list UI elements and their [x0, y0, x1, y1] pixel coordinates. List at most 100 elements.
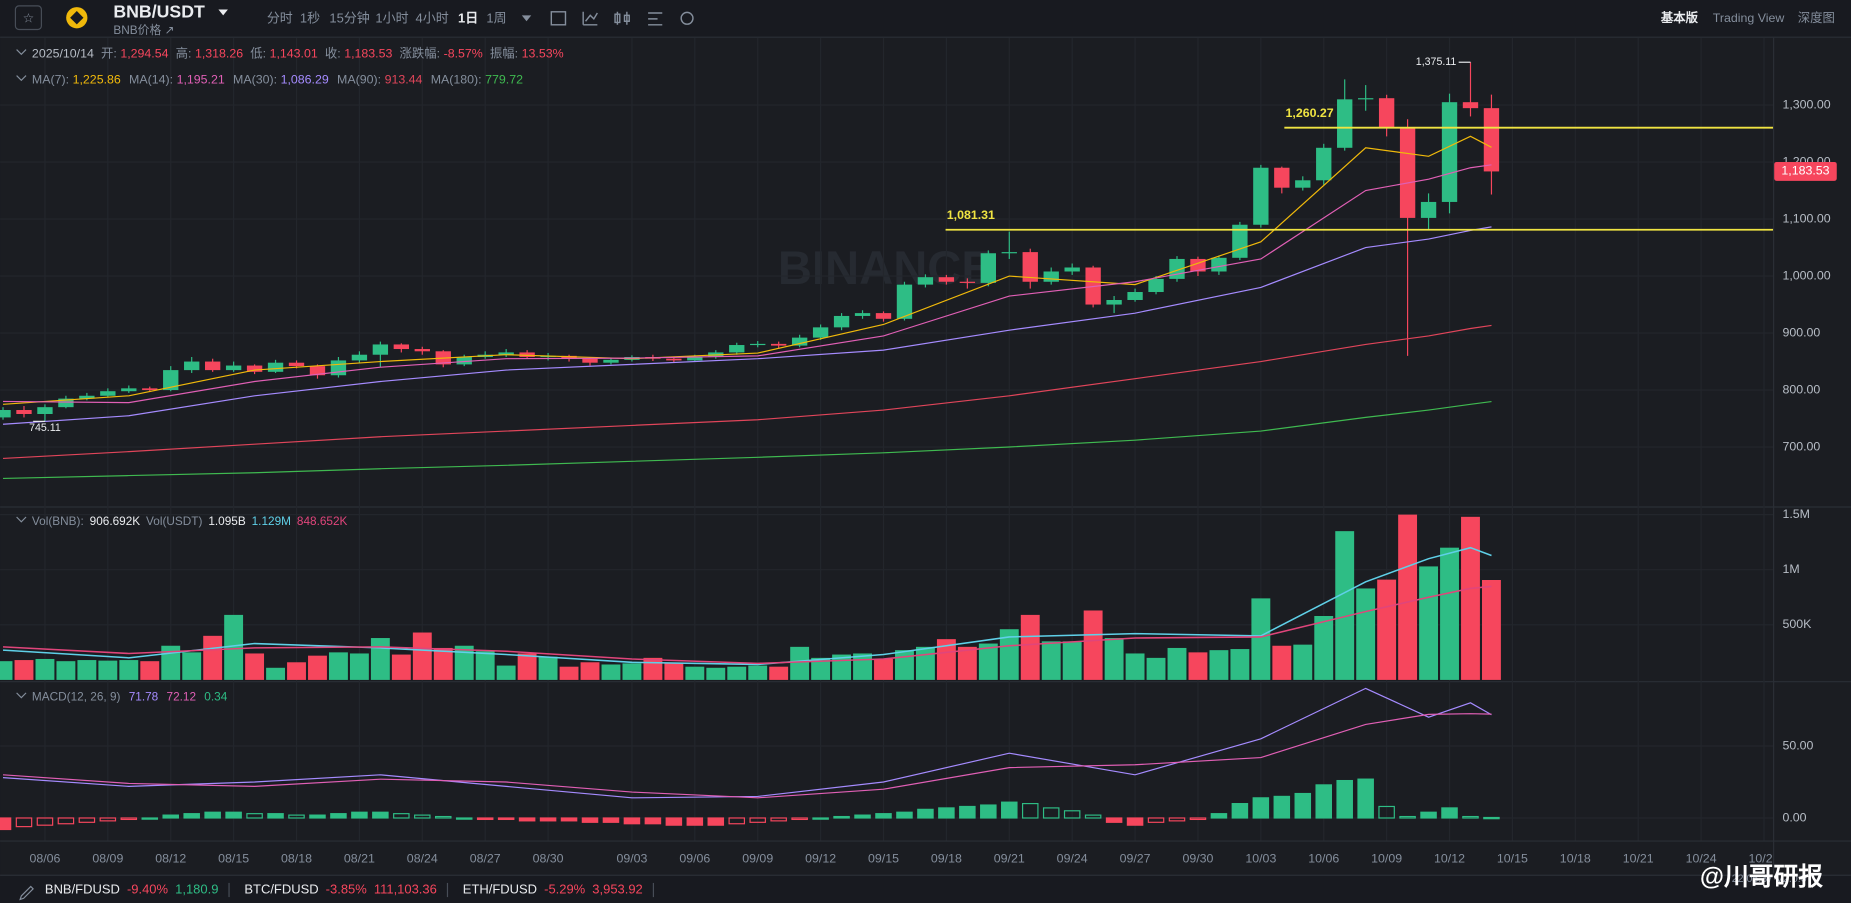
candle-body — [666, 358, 682, 361]
view-tab[interactable]: 深度图 — [1798, 10, 1835, 25]
macd-bar — [1231, 803, 1249, 819]
candle-body — [1316, 147, 1332, 181]
view-tab[interactable]: 基本版 — [1660, 10, 1699, 25]
macd-bar — [455, 817, 473, 820]
candle-body — [1022, 252, 1038, 282]
macd-bar — [791, 817, 808, 821]
macd-bar — [812, 817, 829, 820]
macd-bar — [980, 804, 997, 819]
candle-body — [1357, 98, 1374, 100]
x-tick-label: 10/21 — [1623, 852, 1654, 866]
interval-tab[interactable]: 1小时 — [375, 10, 408, 25]
y-tick-label: 50.00 — [1782, 738, 1813, 752]
macd-bar — [1294, 792, 1312, 819]
interval-tab[interactable]: 1秒 — [300, 10, 320, 25]
settings-icon[interactable] — [680, 11, 694, 25]
view-tab[interactable]: Trading View — [1713, 11, 1785, 25]
last-price-tag — [1774, 161, 1837, 181]
volume-bar — [895, 650, 914, 680]
indicator-line — [2, 135, 1492, 405]
macd-bar — [1357, 778, 1374, 819]
macd-bar — [1001, 801, 1018, 819]
macd-bar — [183, 813, 200, 819]
symbol-dropdown[interactable] — [218, 9, 228, 16]
chart-type-icon[interactable] — [582, 11, 598, 26]
macd-bar — [162, 814, 179, 819]
interval-tab[interactable]: 1日 — [458, 10, 478, 25]
candle-body — [1232, 224, 1248, 258]
legend-text: 906.692K — [90, 514, 141, 528]
macd-bar — [351, 811, 368, 819]
volume-bar — [1062, 641, 1082, 680]
volume-bar — [1230, 649, 1250, 680]
macd-bar — [372, 811, 389, 819]
interval-tab[interactable]: 1周 — [486, 10, 506, 25]
collapse-icon[interactable] — [16, 49, 27, 56]
macd-bar — [728, 817, 746, 825]
collapse-icon[interactable] — [16, 75, 27, 82]
y-tick-label: 1,000.00 — [1782, 268, 1830, 282]
ticker-item: BTC/FDUSD — [244, 881, 318, 896]
volume-bar — [329, 652, 348, 680]
macd-bar — [497, 817, 515, 821]
legend-text: 开: — [101, 47, 117, 61]
volume-bar — [56, 661, 76, 680]
x-tick-label: 08/15 — [218, 852, 249, 866]
interval-tab[interactable]: 15分钟 — [329, 10, 369, 25]
edit-icon[interactable] — [19, 885, 34, 901]
volume-bar — [14, 660, 34, 680]
layout-icon[interactable] — [648, 12, 663, 26]
volume-bar — [978, 643, 998, 680]
volume-bar — [1314, 615, 1334, 680]
legend-text: 1,143.01 — [270, 47, 318, 61]
candle-icon[interactable] — [614, 11, 630, 25]
volume-bar — [98, 660, 118, 680]
legend-text: 1,195.21 — [177, 73, 225, 87]
x-tick-label: 09/27 — [1120, 852, 1151, 866]
x-tick-label: 09/03 — [616, 852, 647, 866]
indicator-line — [2, 585, 1492, 665]
collapse-icon[interactable] — [16, 692, 27, 699]
macd-bar — [78, 817, 96, 823]
volume-bar — [790, 646, 810, 680]
candle-body — [1378, 98, 1395, 128]
favorite-button[interactable] — [14, 5, 42, 31]
candle-body — [938, 277, 955, 282]
interval-more[interactable] — [521, 15, 532, 22]
legend-text: 1,183.53 — [344, 47, 392, 61]
collapse-icon[interactable] — [16, 516, 27, 523]
x-tick-label: 10/18 — [1560, 852, 1591, 866]
indicator-icon[interactable] — [550, 11, 567, 26]
volume-bar — [454, 645, 474, 680]
candle-body — [603, 359, 619, 363]
legend-text: 1,086.29 — [281, 73, 329, 87]
interval-tab[interactable]: 4小时 — [416, 10, 449, 25]
macd-bar — [938, 807, 955, 819]
x-tick-label: 10/09 — [1371, 852, 1402, 866]
macd-bar — [1063, 810, 1081, 819]
volume-bar — [1251, 598, 1271, 680]
macd-bar — [330, 813, 347, 819]
macd-bar — [1273, 795, 1291, 819]
symbol[interactable]: BNB/USDT — [113, 2, 205, 22]
interval-tab[interactable]: 分时 — [267, 10, 293, 25]
candle-body — [750, 343, 766, 346]
volume-bar — [119, 660, 139, 680]
volume-bar — [433, 647, 453, 680]
x-tick-label: 10/03 — [1245, 852, 1276, 866]
volume-bar — [999, 629, 1019, 680]
legend-text: MACD(12, 26, 9) — [32, 690, 121, 704]
macd-bar — [1084, 814, 1102, 819]
macd-bar — [476, 817, 494, 821]
indicator-line — [2, 226, 1492, 425]
macd-bar — [623, 817, 641, 825]
legend-text: MA(7): — [32, 73, 69, 87]
candle-body — [58, 398, 74, 408]
candle-body — [917, 277, 934, 285]
clock: 22:06:37 V2.0.0 — [1732, 873, 1807, 885]
candle-body — [246, 365, 263, 372]
candle-body — [519, 352, 535, 357]
y-tick-label: 800.00 — [1782, 382, 1820, 396]
y-tick-label: 700.00 — [1782, 439, 1820, 453]
